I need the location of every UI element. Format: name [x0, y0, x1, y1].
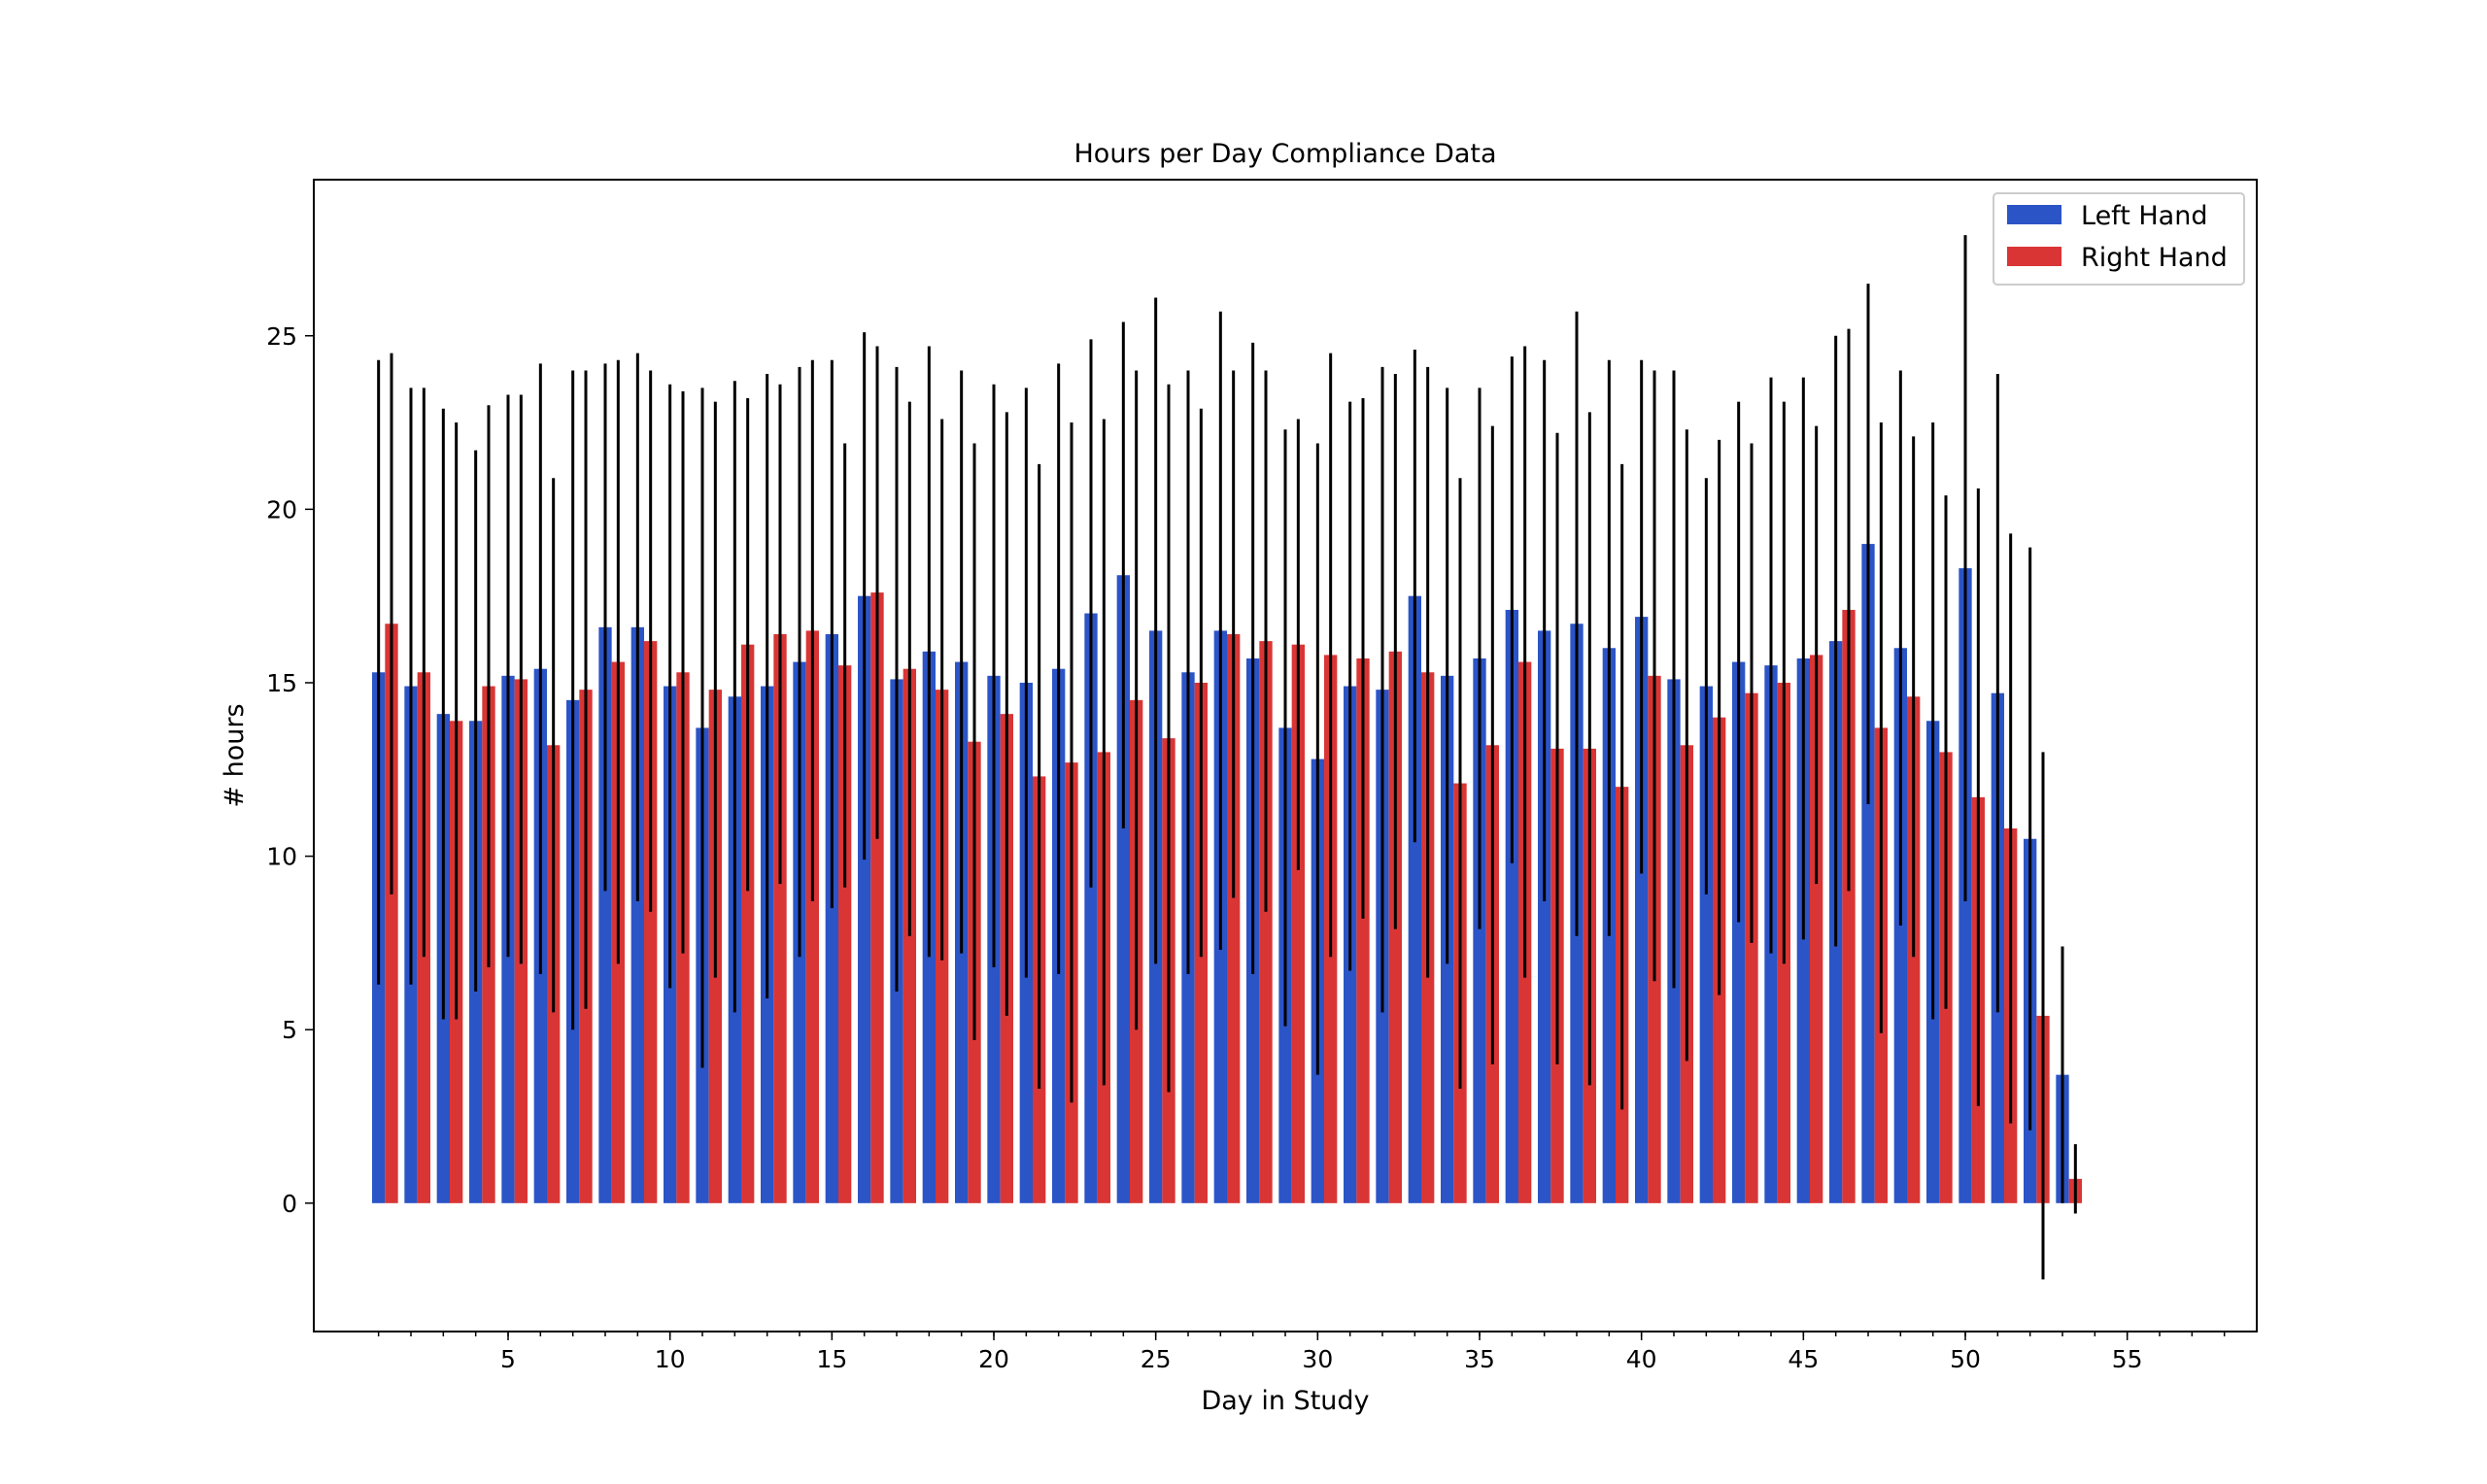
bar-left-hand-day-9	[630, 626, 644, 1203]
legend-label-left-hand: Left Hand	[2081, 201, 2207, 231]
bar-left-hand-day-16	[858, 595, 871, 1203]
legend: Left Hand Right Hand	[1993, 192, 2245, 286]
y-tick-label: 0	[282, 1190, 297, 1218]
x-tick-label: 55	[2112, 1345, 2143, 1373]
bar-right-hand-day-14	[805, 630, 819, 1203]
bar-right-hand-day-16	[870, 592, 884, 1203]
bar-left-hand-day-15	[825, 633, 838, 1203]
legend-label-right-hand: Right Hand	[2081, 243, 2228, 273]
bar-left-hand-day-8	[598, 626, 612, 1203]
x-tick-label: 40	[1626, 1345, 1657, 1373]
chart-title: Hours per Day Compliance Data	[1074, 139, 1497, 169]
y-tick-label: 25	[266, 322, 297, 351]
y-axis-label: # hours	[220, 703, 250, 807]
bar-right-hand-day-28	[1259, 641, 1273, 1203]
y-tick-label: 5	[282, 1016, 297, 1044]
bar-right-hand-day-27	[1227, 633, 1241, 1203]
bar-right-hand-day-43	[1745, 692, 1758, 1203]
x-tick-label: 5	[500, 1345, 516, 1373]
bar-left-hand-day-23	[1084, 613, 1098, 1203]
bar-right-hand-day-29	[1291, 644, 1305, 1203]
x-tick-label: 25	[1141, 1345, 1172, 1373]
bar-left-hand-day-42	[1699, 686, 1713, 1203]
x-tick-label: 45	[1788, 1345, 1819, 1373]
y-tick-label: 10	[266, 843, 297, 871]
bar-left-hand-day-40	[1635, 617, 1649, 1203]
y-tick-label: 15	[266, 669, 297, 697]
bar-right-hand-day-15	[838, 665, 852, 1203]
x-tick-label: 50	[1950, 1345, 1981, 1373]
bar-right-hand-day-45	[1810, 655, 1823, 1203]
bar-right-hand-day-31	[1356, 658, 1370, 1203]
bar-right-hand-day-9	[644, 641, 658, 1203]
x-tick-label: 20	[978, 1345, 1009, 1373]
x-tick-label: 15	[816, 1345, 847, 1373]
legend-swatch-right-hand	[2007, 247, 2061, 266]
y-tick-label: 20	[266, 495, 297, 523]
x-axis: 5 10 15 20 25 30 35 40 45 50 55	[377, 1332, 2226, 1373]
bar-left-hand-day-43	[1732, 661, 1746, 1203]
x-tick-label: 10	[655, 1345, 686, 1373]
bar-left-hand-day-24	[1116, 575, 1130, 1203]
errorbars-layer	[377, 235, 2077, 1280]
bar-right-hand-day-46	[1842, 609, 1856, 1203]
x-tick-label: 35	[1464, 1345, 1495, 1373]
bar-right-hand-day-13	[773, 633, 787, 1203]
x-axis-label: Day in Study	[1201, 1386, 1369, 1416]
y-axis: 0 5 10 15 20 25	[266, 322, 314, 1218]
bar-left-hand-day-47	[1861, 544, 1875, 1203]
bar-left-hand-day-37	[1538, 630, 1551, 1203]
x-tick-label: 30	[1302, 1345, 1333, 1373]
bar-left-hand-day-35	[1473, 658, 1486, 1203]
bar-left-hand-day-36	[1505, 609, 1518, 1203]
bar-right-hand-day-12	[741, 644, 755, 1203]
bar-left-hand-day-33	[1408, 595, 1421, 1203]
legend-swatch-left-hand	[2007, 205, 2061, 224]
bar-right-hand-day-1	[385, 624, 398, 1203]
